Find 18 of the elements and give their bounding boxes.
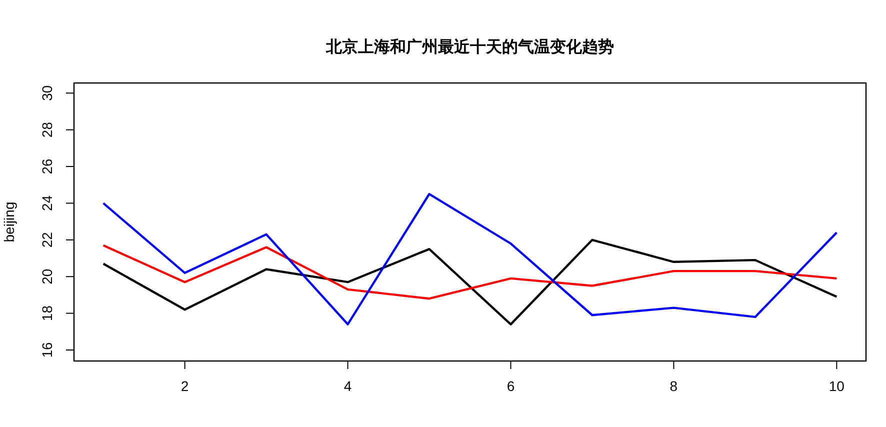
y-tick-label: 26 <box>39 158 55 174</box>
y-axis-title: beijing <box>1 202 17 242</box>
x-tick-label: 8 <box>670 378 678 394</box>
y-tick-label: 20 <box>39 268 55 284</box>
y-tick-label: 16 <box>39 342 55 358</box>
x-tick-label: 2 <box>180 378 189 394</box>
line-series <box>102 238 838 326</box>
y-tick-label: 24 <box>39 195 55 211</box>
x-tick-label: 4 <box>344 378 352 394</box>
y-tick-label: 22 <box>39 232 55 248</box>
y-tick-label: 30 <box>39 85 55 101</box>
x-tick-label: 6 <box>506 378 515 394</box>
y-tick-label: 18 <box>39 305 55 322</box>
line-series <box>102 244 838 300</box>
x-tick-label: 10 <box>828 378 845 394</box>
line-series <box>102 192 838 326</box>
y-tick-label: 28 <box>39 122 55 138</box>
chart-title: 北京上海和广州最近十天的气温变化趋势 <box>325 37 614 56</box>
